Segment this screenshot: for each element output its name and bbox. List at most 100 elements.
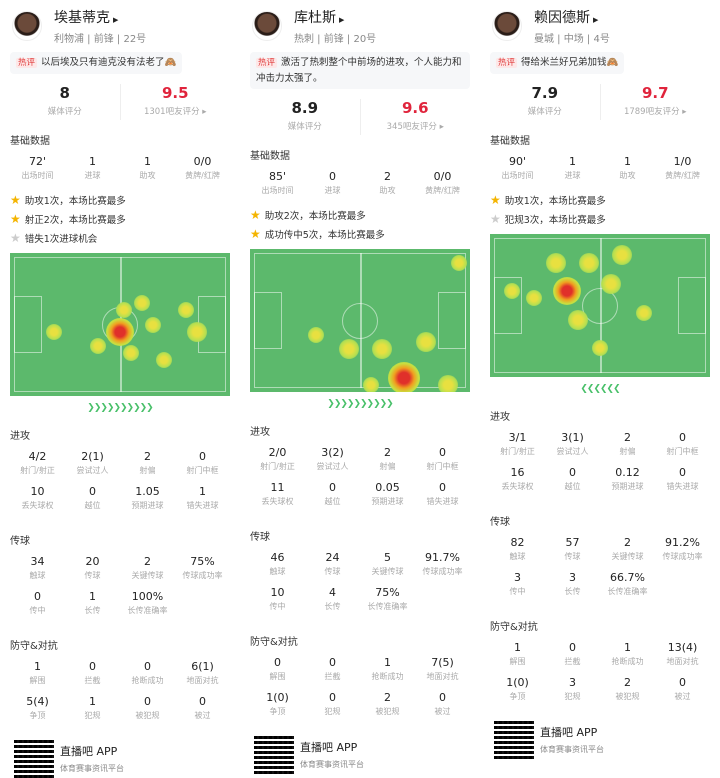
stat-cell: 3(2) 尝试过人 (305, 446, 360, 472)
stat-cell: 16 丢失球权 (490, 466, 545, 492)
player-header[interactable]: 赖因德斯 ▶ 曼城 | 中场 | 4号 (490, 2, 710, 50)
heat-spot (134, 295, 150, 312)
stat-label: 传中 (509, 587, 526, 596)
stat-value: 72' (28, 155, 47, 168)
stat-value: 0 (569, 466, 576, 479)
stat-value: 85' (268, 170, 287, 183)
stat-label: 长传 (84, 606, 101, 615)
stat-label: 错失进球 (186, 501, 219, 510)
stat-label: 黄牌/红牌 (425, 186, 460, 195)
stat-value: 0.12 (615, 466, 640, 479)
heat-spot (438, 374, 458, 392)
stat-cell: 1.05 预期进球 (120, 485, 175, 511)
stat-value: 46 (270, 551, 285, 564)
stat-cell: 1 解围 (10, 660, 65, 686)
stat-cell: 2 助攻 (360, 170, 415, 196)
caret-right-icon: ▶ (339, 16, 345, 24)
stat-label: 长传 (564, 587, 581, 596)
stat-label: 错失进球 (666, 482, 699, 491)
stat-value: 2 (624, 676, 631, 689)
stat-value: 1 (89, 590, 96, 603)
stat-value: 0 (144, 695, 151, 708)
highlight-item: ★ 助攻1次，本场比赛最多 (10, 190, 230, 209)
attack-stats: 2/0 射门/射正 3(2) 尝试过人 2 射偏 0 射门中框 11 丢失球权 0 越位 0.05 预期进… (250, 446, 470, 516)
heat-spot (106, 317, 134, 346)
stat-label: 助攻 (139, 171, 156, 180)
stat-value: 0 (329, 170, 336, 183)
stat-cell: 2 被犯规 (600, 676, 655, 702)
heat-spot (612, 245, 632, 266)
stat-label: 抢断成功 (131, 676, 164, 685)
stat-value: 0 (329, 691, 336, 704)
stat-label: 越位 (324, 497, 341, 506)
stat-cell: 0 被过 (655, 676, 710, 702)
basic-section-title: 基础数据 (10, 136, 50, 147)
heat-spot (363, 376, 379, 392)
heat-spot (372, 339, 392, 360)
highlight-text: 错失1次进球机会 (24, 233, 98, 245)
media-score: 7.9 (531, 84, 559, 102)
hot-badge: 热评 (16, 58, 38, 68)
stat-label: 射门/射正 (260, 462, 295, 471)
stat-label: 长传准确率 (367, 602, 408, 611)
stat-value: 1 (34, 660, 41, 673)
qr-code (254, 734, 294, 774)
stat-label: 触球 (29, 571, 46, 580)
star-icon: ★ (490, 192, 501, 207)
stat-label: 越位 (84, 501, 101, 510)
stat-cell: 3 犯规 (545, 676, 600, 702)
stat-cell: 100% 长传准确率 (120, 590, 175, 616)
player-header[interactable]: 库杜斯 ▶ 热刺 | 前锋 | 20号 (250, 2, 470, 50)
attack-stats: 4/2 射门/射正 2(1) 尝试过人 2 射偏 0 射门中框 10 丢失球权 0 越位 1.05 预期进… (10, 450, 230, 520)
stat-value: 91.2% (665, 536, 700, 549)
heat-spot (388, 361, 420, 392)
stat-cell: 0 拦截 (305, 656, 360, 682)
stat-cell: 1(0) 争顶 (250, 691, 305, 717)
stat-label: 进球 (324, 186, 341, 195)
stat-cell: 0 错失进球 (415, 481, 470, 507)
stat-cell: 82 触球 (490, 536, 545, 562)
stat-value: 3(1) (561, 431, 584, 444)
fan-rating-link[interactable]: 9.6 345吧友评分 ▸ (359, 99, 471, 135)
fan-rating-link[interactable]: 9.5 1301吧友评分 ▸ (119, 84, 231, 120)
fan-rating-link[interactable]: 9.7 1789吧友评分 ▸ (599, 84, 711, 120)
stat-value: 4/2 (28, 450, 47, 463)
stat-value: 82 (510, 536, 525, 549)
stat-label: 传球 (84, 571, 101, 580)
stat-value: 13(4) (667, 641, 698, 654)
stat-cell: 1 助攻 (600, 155, 655, 181)
heat-spot (145, 316, 161, 333)
stat-cell: 4/2 射门/射正 (10, 450, 65, 476)
stat-cell: 0 射门中框 (415, 446, 470, 472)
heat-spot (546, 252, 566, 273)
fan-label: 1301吧友评分 ▸ (143, 107, 207, 117)
stat-label: 长传准确率 (127, 606, 168, 615)
stat-cell: 0 犯规 (305, 691, 360, 717)
player-name[interactable]: 库杜斯 (294, 10, 336, 26)
stat-value: 20 (85, 555, 100, 568)
star-icon: ★ (250, 207, 261, 222)
app-promo: 直播吧 APP 体育赛事资讯平台 (10, 738, 230, 778)
stat-label: 尝试过人 (316, 462, 349, 471)
stat-label: 预期进球 (371, 497, 404, 506)
stat-value: 1 (624, 641, 631, 654)
heatmap (10, 253, 230, 396)
stat-label: 犯规 (324, 707, 341, 716)
stat-value: 0 (89, 485, 96, 498)
stat-label: 越位 (564, 482, 581, 491)
highlight-item: ★ 助攻2次，本场比赛最多 (250, 205, 470, 224)
stat-label: 传球 (324, 567, 341, 576)
stat-value: 2 (624, 536, 631, 549)
stat-label: 被过 (674, 692, 691, 701)
stat-value: 1 (144, 155, 151, 168)
player-name[interactable]: 埃基蒂克 (54, 10, 110, 26)
stat-value: 1/0 (673, 155, 692, 168)
attack-section-title: 进攻 (490, 412, 510, 423)
player-name[interactable]: 赖因德斯 (534, 10, 590, 26)
stat-value: 66.7% (610, 571, 645, 584)
player-header[interactable]: 埃基蒂克 ▶ 利物浦 | 前锋 | 22号 (10, 2, 230, 50)
hot-comment: 热评 激活了热刺整个中前场的进攻，个人能力和冲击力太强了。 (250, 52, 470, 89)
stat-value: 75% (375, 586, 400, 599)
stat-cell: 90' 出场时间 (490, 155, 545, 181)
